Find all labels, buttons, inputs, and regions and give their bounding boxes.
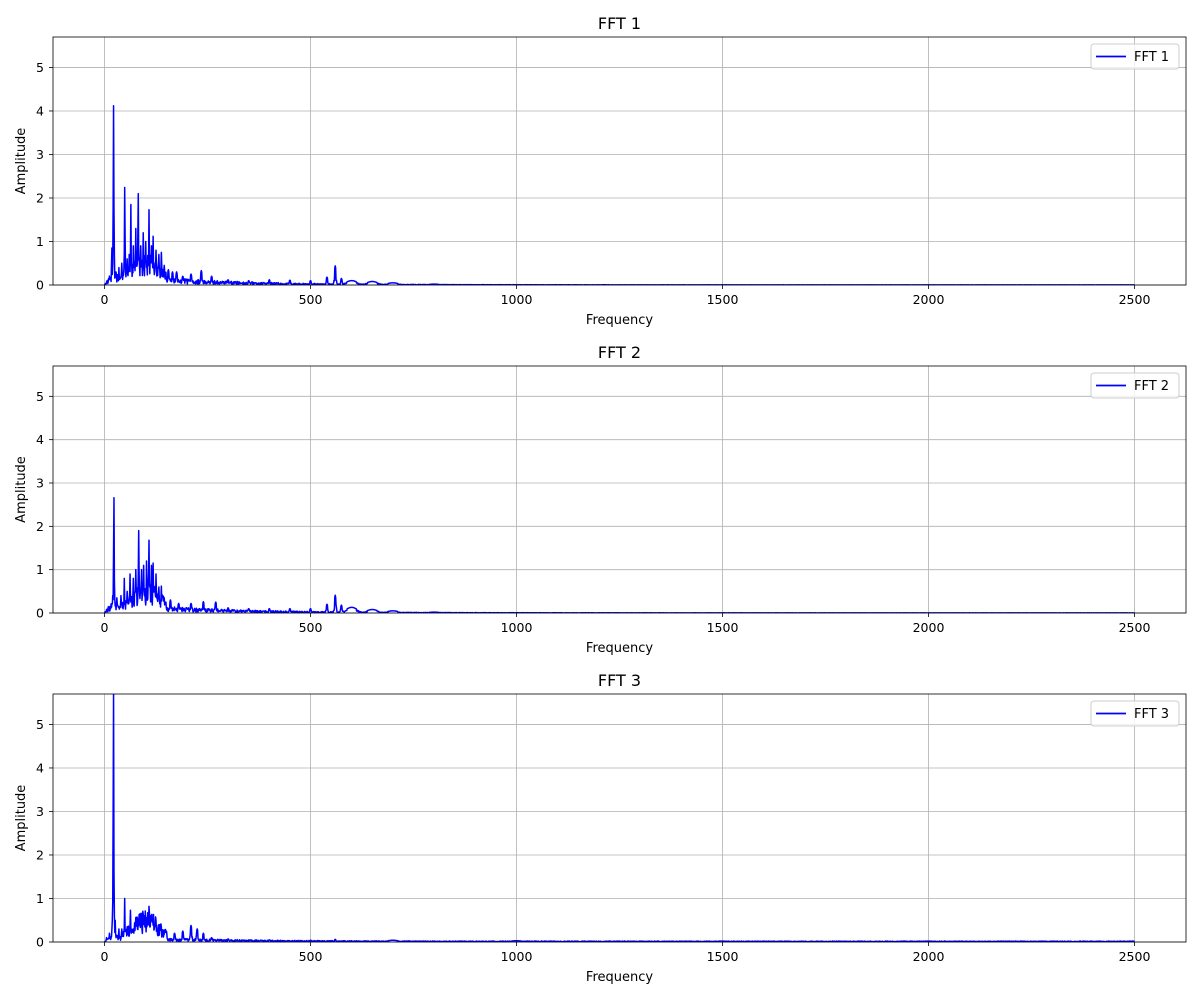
x-axis-label: Frequency [586, 970, 653, 985]
legend: FFT 1 [1090, 43, 1180, 70]
y-tick-label: 3 [36, 804, 44, 819]
axes-frame [52, 693, 1187, 943]
fft-subplot-3: 0 500 1000 1500 2000 2500 0 1 2 3 4 5 FFT 3 Frequency… [14, 671, 1187, 985]
x-tick-label: 500 [299, 620, 323, 635]
x-tick-label: 1000 [501, 949, 533, 964]
x-tick-label: 1000 [501, 292, 533, 307]
x-tick-label: 1000 [501, 620, 533, 635]
y-tick-label: 4 [36, 432, 44, 447]
y-tick-label: 1 [36, 891, 44, 906]
y-tick-label: 4 [36, 760, 44, 775]
x-tick-label: 500 [299, 949, 323, 964]
plot-area [53, 694, 1186, 942]
x-tick-label: 1500 [707, 620, 739, 635]
legend-box [1090, 43, 1180, 70]
x-axis-label: Frequency [586, 641, 653, 656]
subplot-title: FFT 3 [598, 671, 641, 690]
legend-box [1090, 372, 1180, 399]
axes-frame [52, 365, 1187, 614]
axes-frame [52, 36, 1187, 286]
x-tick-label: 0 [101, 949, 109, 964]
y-tick-label: 2 [36, 190, 44, 205]
x-tick-label: 1500 [707, 949, 739, 964]
y-tick-label: 2 [36, 519, 44, 534]
y-axis-label: Amplitude [14, 128, 29, 195]
y-tick-label: 5 [36, 717, 44, 732]
x-axis-label: Frequency [586, 313, 653, 328]
fft-subplot-2: 0 500 1000 1500 2000 2500 0 1 2 3 4 5 FFT 2 Frequency… [14, 343, 1187, 656]
plot-area [53, 37, 1186, 285]
y-tick-label: 0 [36, 278, 44, 293]
legend-label: FFT 3 [1134, 707, 1169, 722]
y-tick-label: 5 [36, 389, 44, 404]
x-tick-label: 2500 [1119, 949, 1151, 964]
x-tick-label: 1500 [707, 292, 739, 307]
y-tick-label: 0 [36, 606, 44, 621]
legend: FFT 2 [1090, 372, 1180, 399]
x-tick-label: 0 [101, 620, 109, 635]
subplot-title: FFT 2 [598, 343, 641, 362]
x-tick-label: 2000 [913, 620, 945, 635]
y-tick-label: 3 [36, 147, 44, 162]
y-tick-label: 1 [36, 562, 44, 577]
x-tick-label: 0 [101, 292, 109, 307]
legend: FFT 3 [1090, 700, 1180, 727]
plot-area [53, 366, 1186, 613]
y-tick-label: 0 [36, 935, 44, 950]
x-tick-label: 500 [299, 292, 323, 307]
fft-subplot-1: 0 500 1000 1500 2000 2500 0 1 2 3 4 5 FFT 1 Frequency… [14, 14, 1187, 328]
y-tick-label: 4 [36, 103, 44, 118]
subplot-title: FFT 1 [598, 14, 641, 33]
y-axis-label: Amplitude [14, 785, 29, 852]
legend-box [1090, 700, 1180, 727]
y-tick-label: 5 [36, 60, 44, 75]
x-tick-label: 2500 [1119, 292, 1151, 307]
x-tick-label: 2000 [913, 292, 945, 307]
legend-label: FFT 1 [1134, 50, 1169, 65]
fft-series-line [104, 694, 1135, 942]
y-tick-label: 1 [36, 234, 44, 249]
y-axis-label: Amplitude [14, 456, 29, 523]
y-tick-label: 2 [36, 847, 44, 862]
legend-label: FFT 2 [1134, 379, 1169, 394]
x-tick-label: 2500 [1119, 620, 1151, 635]
y-tick-label: 3 [36, 476, 44, 491]
x-tick-label: 2000 [913, 949, 945, 964]
